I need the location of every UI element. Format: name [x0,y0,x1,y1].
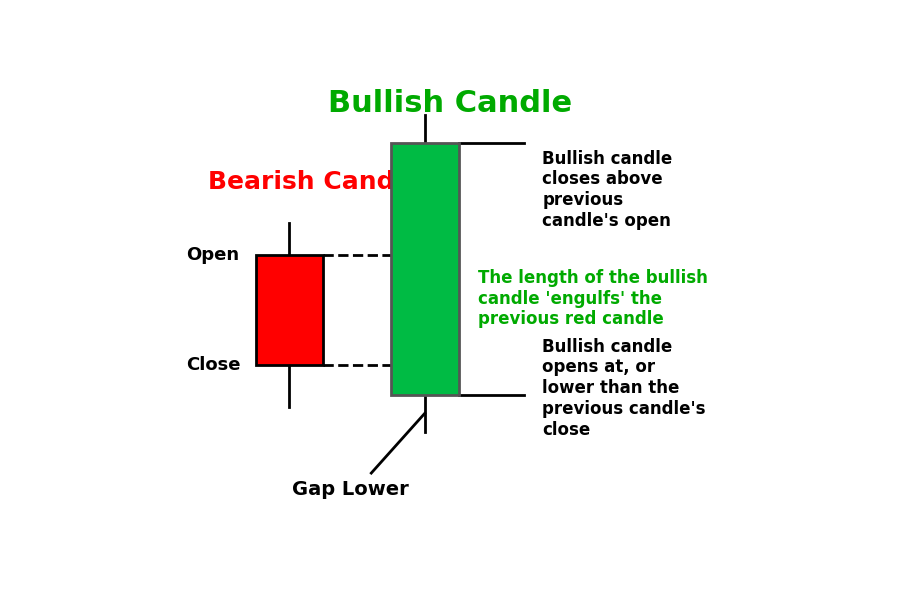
Text: The length of the bullish
candle 'engulfs' the
previous red candle: The length of the bullish candle 'engulf… [478,269,708,328]
Text: Bullish candle
opens at, or
lower than the
previous candle's
close: Bullish candle opens at, or lower than t… [542,338,706,439]
Text: Open: Open [187,246,239,264]
Bar [255,255,323,365]
Text: Gap Lower: Gap Lower [291,480,408,499]
Text: Bullish candle
closes above
previous
candle's open: Bullish candle closes above previous can… [542,150,673,230]
Text: Close: Close [187,356,241,374]
Text: Bearish Candle: Bearish Candle [209,170,420,194]
Text: Bullish Candle: Bullish Candle [327,89,572,118]
Bar [391,142,459,395]
